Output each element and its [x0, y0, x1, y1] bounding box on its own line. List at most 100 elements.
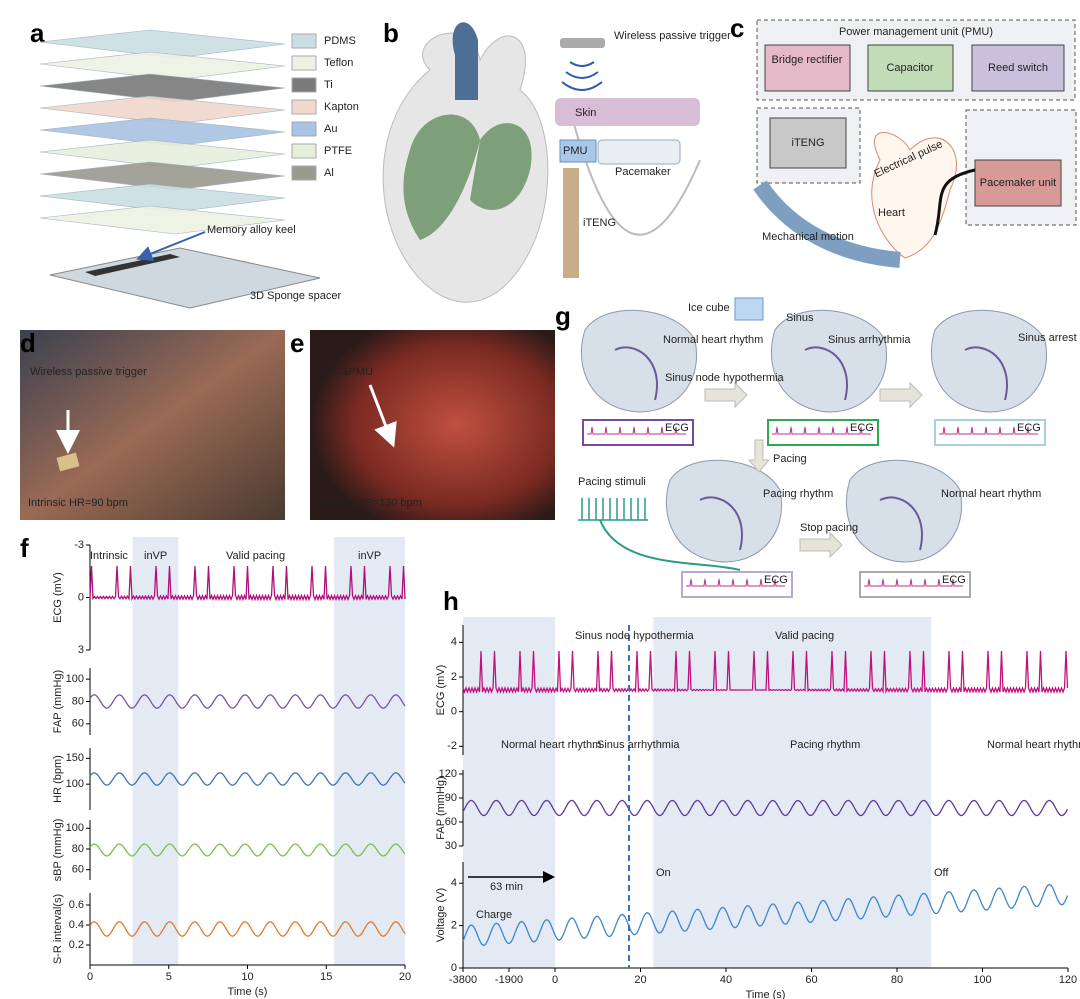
legend-swatch	[291, 55, 317, 71]
label: Intrinsic	[90, 550, 128, 562]
layer	[39, 51, 286, 81]
label: Memory alloy keel	[207, 224, 296, 236]
label: Power management unit (PMU)	[839, 26, 993, 38]
shade	[463, 617, 555, 968]
legend-label: Kapton	[324, 101, 359, 113]
legend-swatch	[291, 33, 317, 49]
label: Ice cube	[688, 302, 730, 314]
arrow	[879, 381, 923, 409]
arrow	[747, 439, 771, 473]
y-axis-label: ECG (mV)	[435, 665, 447, 716]
heart-chamber	[699, 496, 743, 551]
y-tick-label: 0	[78, 591, 84, 603]
label: Pacemaker	[615, 166, 671, 178]
legend-swatch	[291, 143, 317, 159]
y-tick-label: 3	[78, 644, 84, 656]
label: Pacing stimuli	[578, 476, 646, 488]
trace	[462, 799, 1069, 817]
ice	[734, 297, 764, 321]
legend-swatch	[291, 99, 317, 115]
ecg-trace	[587, 426, 686, 435]
lead	[599, 519, 741, 571]
label: Sinus arrest	[1018, 332, 1077, 344]
legend-label: Al	[324, 167, 334, 179]
panel-label: g	[555, 301, 571, 331]
arrow	[704, 381, 748, 409]
y-tick-label: 150	[66, 752, 84, 764]
pmu-blocks	[753, 44, 1065, 268]
heart	[845, 459, 962, 563]
y-tick-label: 90	[445, 792, 457, 804]
label: Normal heart rhythm	[941, 488, 1041, 500]
trace	[89, 921, 406, 937]
legend-label: Ti	[324, 79, 333, 91]
label: ECG	[1017, 422, 1041, 434]
ecg-box	[767, 419, 879, 446]
label: Heart	[878, 207, 905, 219]
legend-label: PDMS	[324, 35, 356, 47]
stimuli	[578, 498, 648, 521]
trace	[89, 772, 406, 786]
y-tick-label: 0	[451, 706, 457, 718]
y-tick-label: 80	[72, 843, 84, 855]
x-axis-label: Time (s)	[746, 989, 786, 999]
keel	[85, 254, 180, 276]
heart-chamber	[879, 496, 923, 551]
panel-label: c	[730, 13, 744, 43]
label: Charge	[476, 909, 512, 921]
label: Pacemaker unit	[980, 177, 1056, 189]
heart-illustration	[382, 22, 701, 303]
trace	[89, 843, 406, 857]
layer	[39, 29, 286, 59]
y-axis-label: HR (bpm)	[52, 755, 64, 803]
label: Stop pacing	[800, 522, 858, 534]
label: Sinus node hypothermia	[575, 630, 695, 642]
label: Intrinsic HR=90 bpm	[28, 497, 128, 509]
heart	[665, 459, 782, 563]
y-tick-label: 80	[72, 695, 84, 707]
x-tick-label: 60	[805, 974, 817, 986]
trace	[89, 694, 406, 709]
y-tick-label: 4	[451, 877, 457, 889]
label: Wireless passive trigger	[30, 366, 147, 378]
label: ECG	[665, 422, 689, 434]
label: ECG	[942, 574, 966, 586]
x-tick-label: -1900	[495, 974, 523, 986]
label: ECG	[850, 422, 874, 434]
x-axis-label: Time (s)	[228, 986, 268, 998]
layer	[39, 117, 286, 147]
label: Wireless passive trigger	[614, 30, 731, 42]
x-tick-label: 20	[634, 974, 646, 986]
label: Mechanical motion	[762, 231, 854, 243]
pacing-diagram	[578, 297, 1047, 598]
x-tick-label: -3800	[449, 974, 477, 986]
label: Sinus arrhythmia	[828, 334, 911, 346]
label: Off	[934, 867, 949, 879]
label: Pacing HR=130 bpm	[320, 497, 422, 509]
ecg-trace	[939, 426, 1038, 435]
y-axis-label: ECG (mV)	[52, 572, 64, 623]
layer	[39, 205, 286, 235]
label: 63 min	[490, 881, 523, 893]
x-tick-label: 0	[87, 971, 93, 983]
y-tick-label: 2	[451, 671, 457, 683]
x-tick-label: 100	[973, 974, 991, 986]
x-tick-label: 40	[720, 974, 732, 986]
y-tick-label: 60	[72, 718, 84, 730]
y-tick-label: -2	[447, 740, 457, 752]
panel-label: f	[20, 533, 29, 563]
label: Normal heart rhythm	[663, 334, 763, 346]
trace	[462, 883, 1069, 947]
legend-label: Au	[324, 123, 337, 135]
panel-label: a	[30, 18, 45, 48]
y-tick-label: 30	[445, 840, 457, 852]
arrow	[136, 231, 206, 261]
ecg-trace	[686, 578, 785, 587]
arrow	[368, 384, 397, 448]
label: Reed switch	[988, 62, 1048, 74]
label: iTENG	[583, 217, 616, 229]
x-tick-label: 10	[241, 971, 253, 983]
layer	[39, 183, 286, 213]
legend-swatch	[291, 165, 317, 181]
